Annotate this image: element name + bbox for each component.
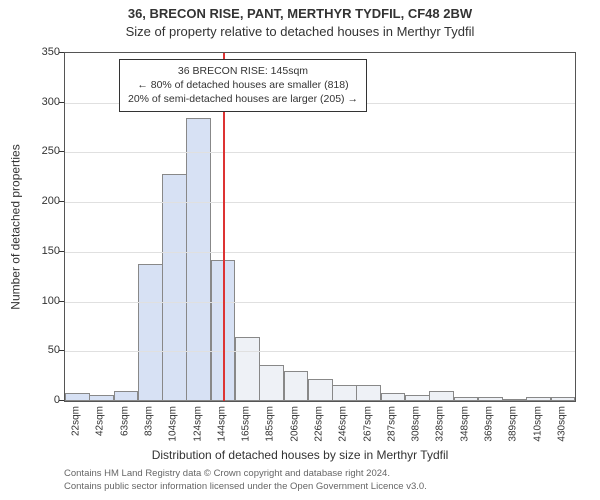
xtick-label: 308sqm xyxy=(411,406,422,442)
histogram-bar xyxy=(332,385,357,401)
xtick-label: 42sqm xyxy=(95,406,106,436)
xtick-label: 410sqm xyxy=(532,406,543,442)
histogram-bar xyxy=(526,397,551,401)
ytick-label: 0 xyxy=(18,394,60,406)
annotation-line-1: 36 BRECON RISE: 145sqm xyxy=(128,64,358,78)
histogram-bar xyxy=(114,391,139,401)
xtick-label: 144sqm xyxy=(216,406,227,442)
histogram-bar xyxy=(235,337,260,401)
ytick-label: 150 xyxy=(18,245,60,257)
annotation-line-2: ← 80% of detached houses are smaller (81… xyxy=(128,78,358,92)
histogram-bar xyxy=(138,264,163,401)
histogram-bar xyxy=(551,397,576,401)
histogram-bar xyxy=(284,371,309,401)
histogram-bar xyxy=(89,395,114,401)
ytick-label: 250 xyxy=(18,145,60,157)
histogram-bar xyxy=(65,393,90,401)
chart-title: Size of property relative to detached ho… xyxy=(0,24,600,39)
histogram-bar xyxy=(429,391,454,401)
gridline xyxy=(65,202,575,203)
histogram-bar xyxy=(381,393,406,401)
gridline xyxy=(65,351,575,352)
footnote-2: Contains public sector information licen… xyxy=(64,481,427,492)
xtick-label: 22sqm xyxy=(71,406,82,436)
xtick-label: 287sqm xyxy=(386,406,397,442)
histogram-bar xyxy=(454,397,479,401)
ytick-label: 300 xyxy=(18,96,60,108)
xtick-label: 267sqm xyxy=(362,406,373,442)
xtick-label: 226sqm xyxy=(314,406,325,442)
histogram-bar xyxy=(186,118,211,401)
xtick-label: 328sqm xyxy=(435,406,446,442)
gridline xyxy=(65,252,575,253)
x-axis-label: Distribution of detached houses by size … xyxy=(0,448,600,462)
xtick-label: 185sqm xyxy=(265,406,276,442)
histogram-bar xyxy=(478,397,503,401)
histogram-bar xyxy=(259,365,284,401)
histogram-bar xyxy=(405,395,430,401)
super-title: 36, BRECON RISE, PANT, MERTHYR TYDFIL, C… xyxy=(0,6,600,21)
annotation-box: 36 BRECON RISE: 145sqm ← 80% of detached… xyxy=(119,59,367,112)
footnote-1: Contains HM Land Registry data © Crown c… xyxy=(64,468,390,479)
histogram-bar xyxy=(308,379,333,401)
histogram-bar xyxy=(356,385,381,401)
xtick-label: 430sqm xyxy=(556,406,567,442)
xtick-label: 389sqm xyxy=(508,406,519,442)
gridline xyxy=(65,302,575,303)
xtick-label: 165sqm xyxy=(241,406,252,442)
xtick-label: 206sqm xyxy=(289,406,300,442)
ytick-label: 100 xyxy=(18,295,60,307)
histogram-bar xyxy=(162,174,187,401)
xtick-label: 348sqm xyxy=(459,406,470,442)
xtick-label: 369sqm xyxy=(484,406,495,442)
ytick-label: 200 xyxy=(18,195,60,207)
ytick-label: 350 xyxy=(18,46,60,58)
xtick-label: 63sqm xyxy=(119,406,130,436)
histogram-bar xyxy=(502,399,527,401)
gridline xyxy=(65,152,575,153)
figure: { "super_title": "36, BRECON RISE, PANT,… xyxy=(0,0,600,500)
ytick-label: 50 xyxy=(18,344,60,356)
xtick-label: 83sqm xyxy=(144,406,155,436)
xtick-label: 246sqm xyxy=(338,406,349,442)
plot-area: 36 BRECON RISE: 145sqm ← 80% of detached… xyxy=(64,52,576,402)
xtick-label: 124sqm xyxy=(192,406,203,442)
xtick-label: 104sqm xyxy=(168,406,179,442)
annotation-line-3: 20% of semi-detached houses are larger (… xyxy=(128,92,358,106)
